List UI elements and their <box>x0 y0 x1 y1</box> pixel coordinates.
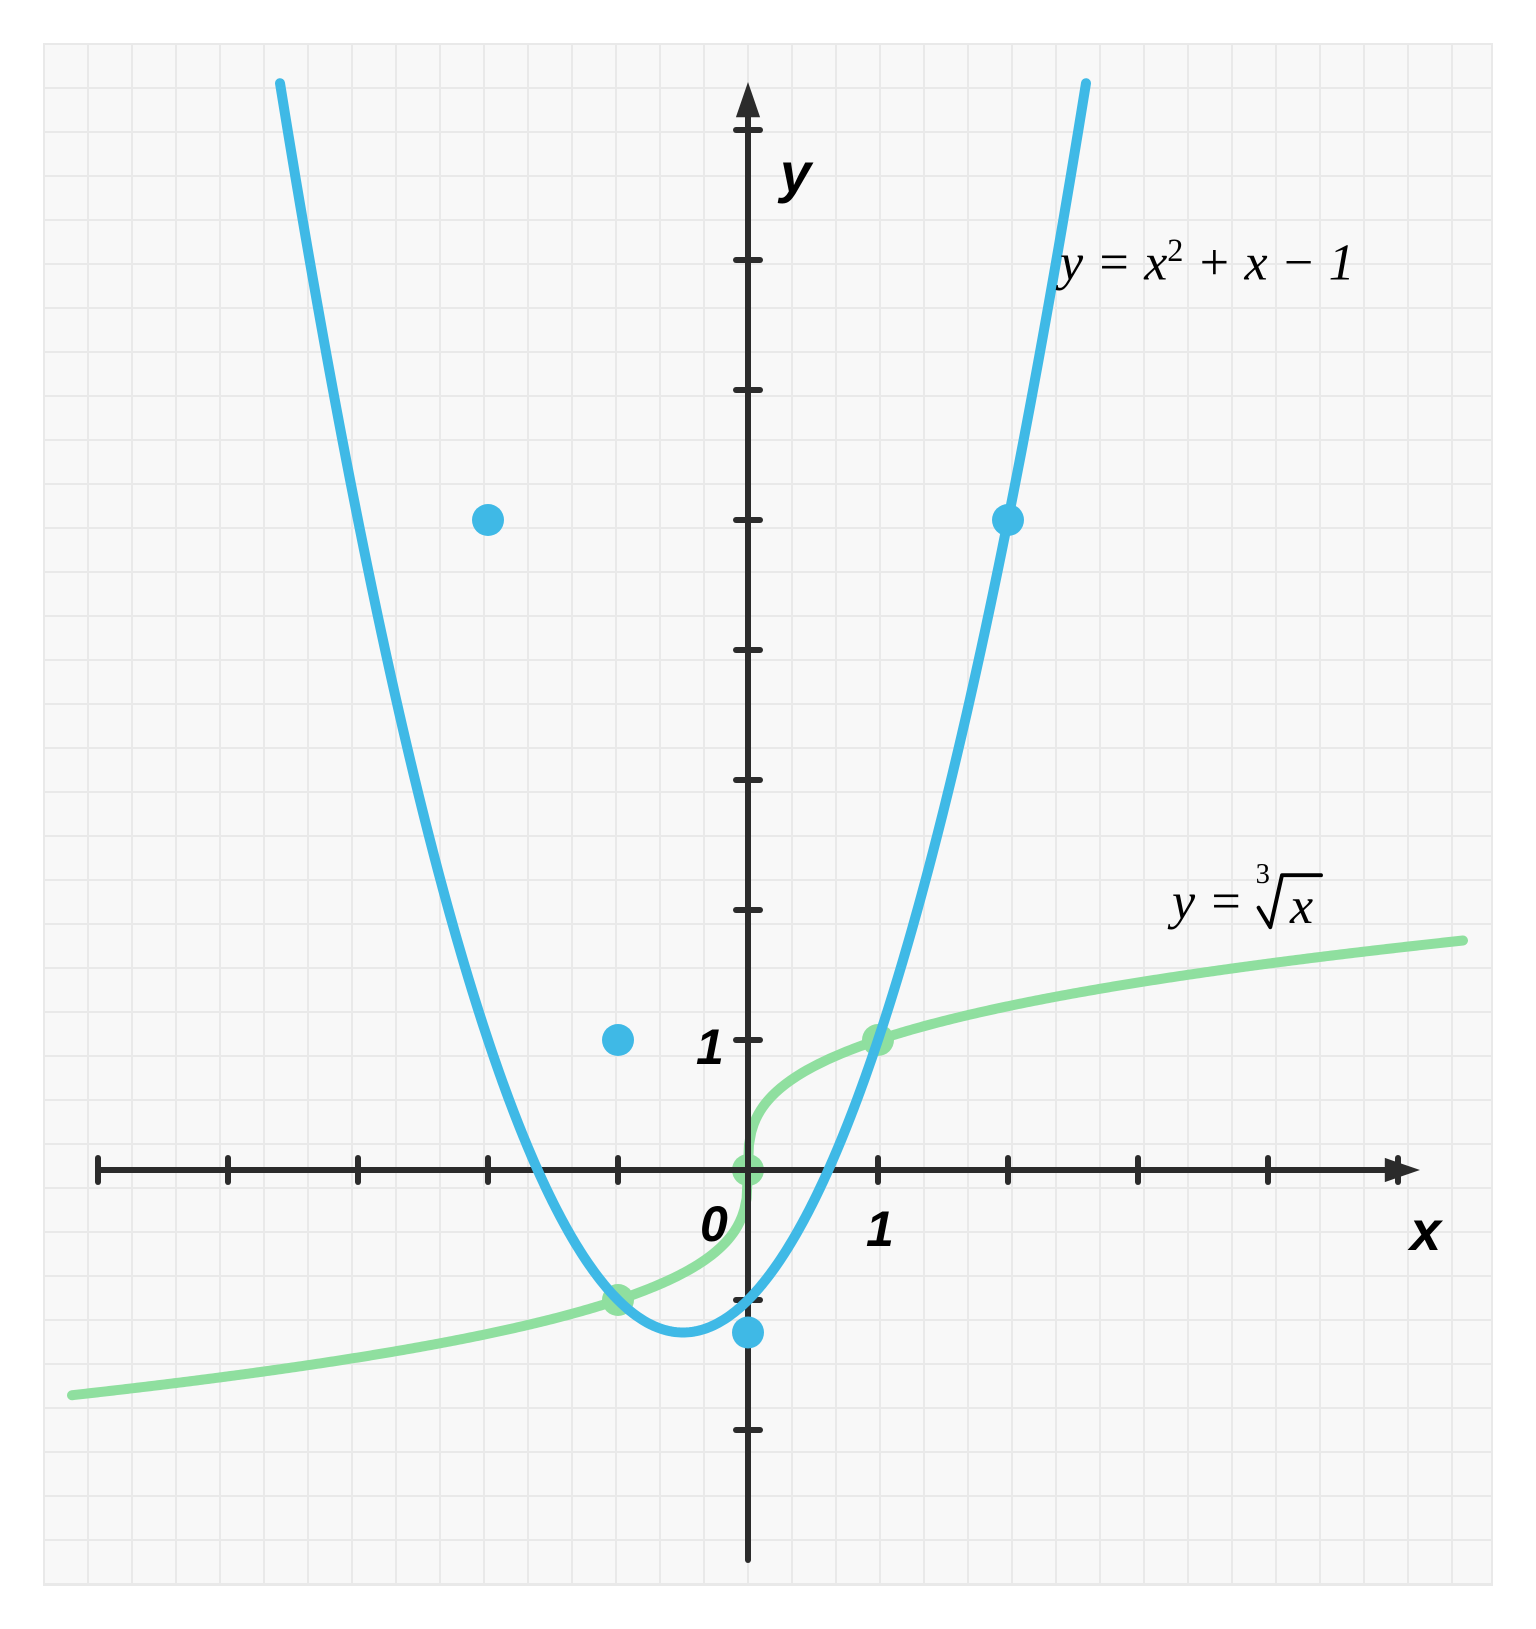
parabola-point <box>602 1024 634 1056</box>
parabola-point <box>732 1317 764 1349</box>
chart-container: x y 0 1 1 y = x2 + x − 1 y = 3x <box>0 0 1536 1629</box>
origin-label: 0 <box>700 1195 728 1253</box>
x-axis-label: x <box>1410 1198 1441 1263</box>
cuberoot-equation-label: y = 3x <box>1172 870 1321 931</box>
parabola-point <box>992 504 1024 536</box>
y-axis-label: y <box>780 140 811 205</box>
parabola-point <box>472 504 504 536</box>
parabola-equation-label: y = x2 + x − 1 <box>1060 232 1355 292</box>
y-tick-1-label: 1 <box>696 1018 724 1076</box>
x-tick-1-label: 1 <box>866 1200 894 1258</box>
